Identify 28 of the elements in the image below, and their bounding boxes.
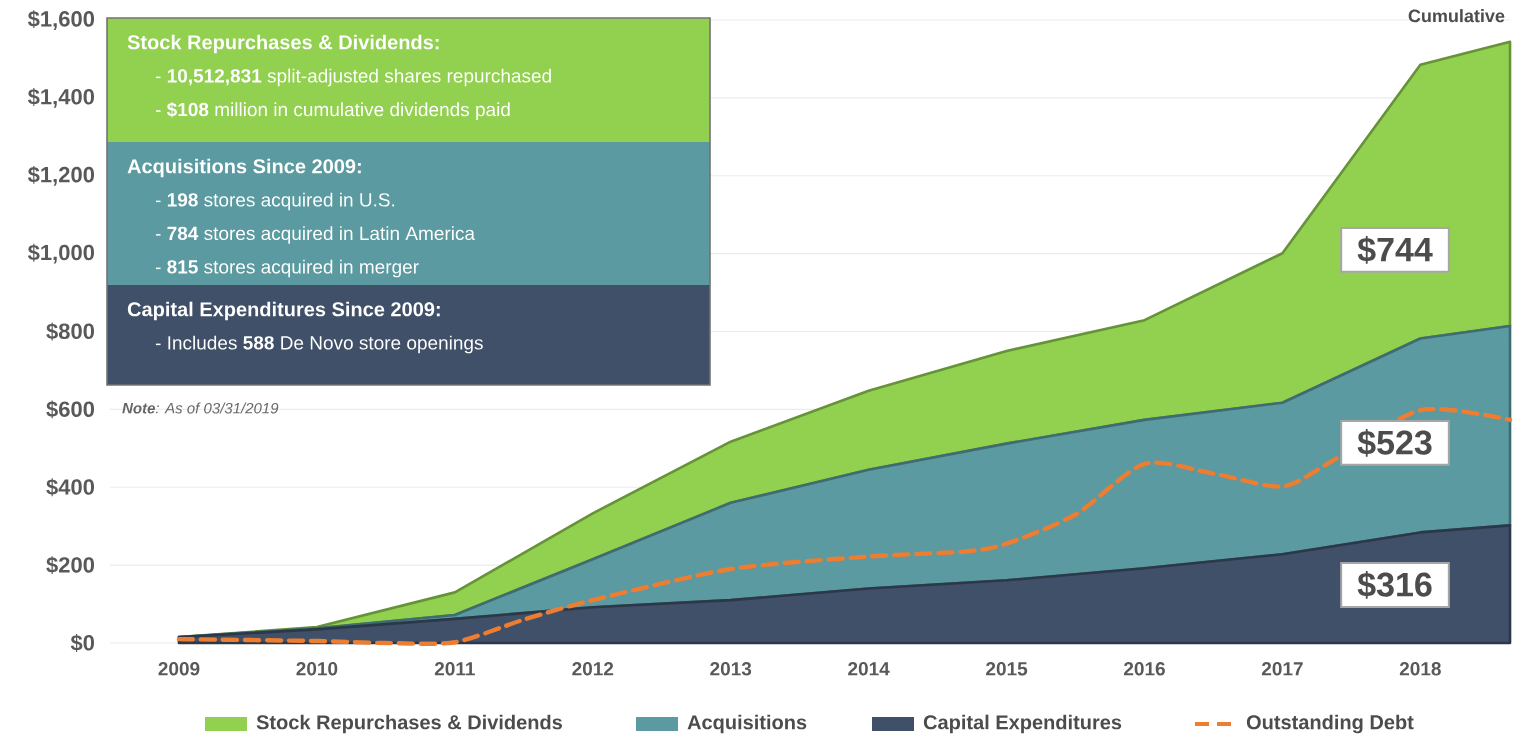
- y-tick-label: $1,400: [27, 88, 95, 108]
- x-tick-label: 2015: [986, 662, 1028, 676]
- y-tick-label: $400: [46, 478, 95, 497]
- x-tick-label: 2009: [158, 662, 200, 676]
- annotation: $744: [1357, 236, 1433, 264]
- y-tick-label: $1,200: [27, 165, 95, 186]
- x-tick-label: 2018: [1399, 662, 1441, 676]
- x-tick-label: 2017: [1261, 662, 1303, 676]
- x-tick-label: 2011: [434, 662, 475, 676]
- x-tick-label: 2010: [296, 662, 338, 676]
- annotation: $523: [1357, 429, 1432, 457]
- x-tick-label: 2012: [572, 662, 614, 676]
- x-tick-label: 2014: [848, 662, 890, 676]
- annotation: $316: [1357, 571, 1432, 599]
- legend-label: Stock Repurchases & Dividends: [256, 714, 563, 734]
- y-tick-label: $0: [70, 634, 95, 652]
- y-tick-label: $600: [46, 400, 95, 419]
- y-tick-label: $800: [46, 322, 95, 341]
- y-tick-label: $200: [46, 556, 95, 575]
- legend-label: Acquisitions: [687, 714, 807, 734]
- annotation: Note: As of 03/31/2019: [122, 402, 279, 414]
- y-tick-label: $1,000: [27, 243, 95, 264]
- x-tick-label: 2013: [710, 662, 752, 676]
- legend-label: Capital Expenditures: [923, 714, 1122, 734]
- legend-label: Outstanding Debt: [1246, 714, 1414, 734]
- x-tick-label: 2016: [1124, 662, 1165, 676]
- chart-title: Cumulative: [1408, 9, 1505, 23]
- y-tick-label: $1,600: [27, 10, 95, 30]
